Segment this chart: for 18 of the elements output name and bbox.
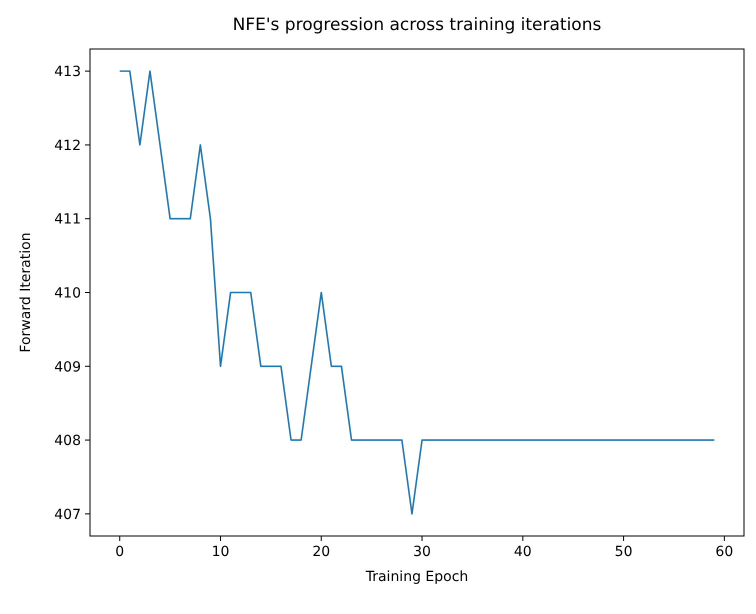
line-series <box>118 70 716 515</box>
y-tick-label: 407 <box>54 506 81 523</box>
x-axis-title: Training Epoch <box>364 569 468 585</box>
x-tick-label: 10 <box>212 544 230 560</box>
y-tick-label: 410 <box>54 286 81 302</box>
chart-title: NFE's progression across training iterations <box>232 15 602 35</box>
x-tick-label: 30 <box>413 544 431 560</box>
x-tick-label: 0 <box>115 544 124 560</box>
y-tick-label: 409 <box>54 359 81 376</box>
y-tick-label: 412 <box>54 138 81 154</box>
x-tick-label: 20 <box>312 544 330 560</box>
x-tick-label: 60 <box>715 544 734 560</box>
y-tick-label: 411 <box>54 212 81 228</box>
y-tick-label: 408 <box>54 433 81 450</box>
x-tick-label: 50 <box>614 544 632 560</box>
x-tick-label: 40 <box>514 544 532 560</box>
y-axis-title: Forward Iteration <box>18 232 34 353</box>
y-tick-label: 413 <box>54 64 81 80</box>
